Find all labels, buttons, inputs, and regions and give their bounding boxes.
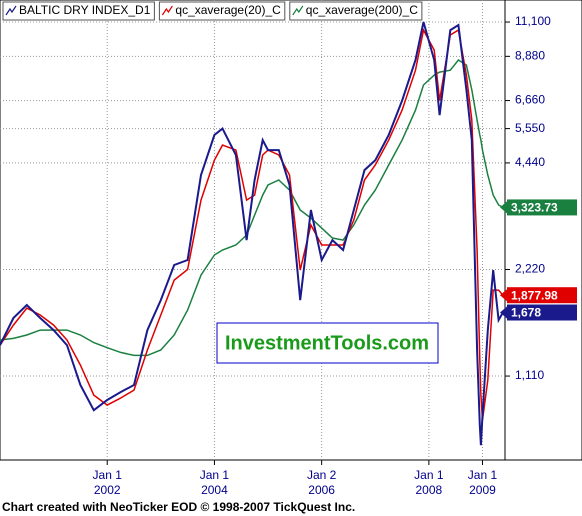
legend-label: BALTIC DRY INDEX_D1 xyxy=(19,3,151,17)
y-tick-label: 4,440 xyxy=(515,155,545,169)
last-value-label: 1,877.98 xyxy=(511,288,558,302)
last-value-label: 1,678 xyxy=(511,306,541,320)
legend-icon xyxy=(292,5,304,16)
series-line xyxy=(0,59,504,357)
watermark: InvestmentTools.com xyxy=(216,322,439,364)
legend-entry: qc_xaverage(200)_C xyxy=(289,1,423,21)
x-tick-label: Jan 1 2002 xyxy=(92,468,122,497)
last-value-pointer xyxy=(500,289,507,302)
last-value-box xyxy=(507,199,577,216)
legend-box xyxy=(158,1,286,21)
legend-entry: BALTIC DRY INDEX_D1 xyxy=(2,1,155,21)
watermark-text: InvestmentTools.com xyxy=(225,332,429,354)
legend-entry: qc_xaverage(20)_C xyxy=(158,1,286,21)
y-tick-label: 8,880 xyxy=(515,49,545,63)
legend-box xyxy=(289,1,423,21)
x-tick-label: Jan 2 2006 xyxy=(306,468,337,497)
y-tick-label: 11,100 xyxy=(515,14,551,28)
series-line xyxy=(0,27,504,421)
chart-svg: 1,110 2,220 4,440 5,550 6,660 8,880 11,100 1,67… xyxy=(0,0,582,465)
plot-area xyxy=(0,0,506,461)
y-tick-label: 6,660 xyxy=(515,93,545,107)
x-tick-label: Jan 1 2004 xyxy=(199,468,230,497)
x-tick-label: Jan 1 2009 xyxy=(467,468,498,497)
footer: Chart created with NeoTicker EOD © 1998-… xyxy=(2,500,356,514)
y-tick-label: 2,220 xyxy=(515,262,545,276)
x-tick-label: Jan 1 2008 xyxy=(414,468,444,497)
last-value-pointer xyxy=(500,201,507,214)
y-tick-label: 1,110 xyxy=(515,368,544,382)
legend-label: qc_xaverage(200)_C xyxy=(306,3,418,17)
legend-icon xyxy=(161,5,173,16)
last-value-box xyxy=(507,304,577,321)
legend-box xyxy=(2,1,155,21)
watermark-box xyxy=(216,322,439,364)
last-value-box xyxy=(507,287,577,304)
y-tick-label: 5,550 xyxy=(515,121,545,135)
legend-label: qc_xaverage(20)_C xyxy=(175,3,281,17)
last-value-label: 3,323.73 xyxy=(511,201,558,215)
series-line xyxy=(0,21,504,446)
legend-icon xyxy=(5,5,17,16)
last-value-pointer xyxy=(500,306,507,319)
y-axis-area xyxy=(504,0,582,461)
